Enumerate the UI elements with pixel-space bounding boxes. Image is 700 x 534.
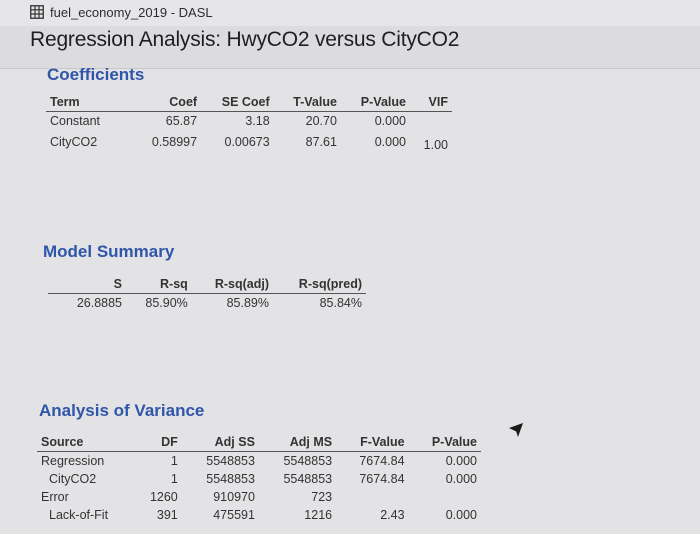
table-header-row: S R-sq R-sq(adj) R-sq(pred) <box>48 275 366 294</box>
table-row: CityCO2 1 5548853 5548853 7674.84 0.000 <box>37 470 481 488</box>
table-row: CityCO2 0.58997 0.00673 87.61 0.000 1.00 <box>46 130 452 154</box>
table-cell: 1.00 <box>423 138 448 152</box>
column-header: Source <box>41 435 84 449</box>
table-cell: 3.18 <box>245 114 270 128</box>
mouse-pointer-icon <box>509 423 523 437</box>
table-cell: 391 <box>156 508 178 522</box>
table-row: Regression 1 5548853 5548853 7674.84 0.0… <box>37 452 481 471</box>
table-cell: 85.84% <box>319 296 362 310</box>
column-header: P-Value <box>360 95 406 109</box>
source-cell: Lack-of-Fit <box>49 508 109 522</box>
column-header: S <box>113 277 122 291</box>
column-header: Adj MS <box>289 435 333 449</box>
table-grid-icon <box>30 5 44 19</box>
table-cell <box>336 488 408 506</box>
column-header: P-Value <box>431 435 477 449</box>
page-title: Regression Analysis: HwyCO2 versus CityC… <box>30 28 460 51</box>
window-titlebar: fuel_economy_2019 - DASL <box>0 0 700 26</box>
table-cell: 475591 <box>213 508 255 522</box>
table-cell: 0.000 <box>374 135 406 149</box>
table-cell: 5548853 <box>283 454 333 468</box>
column-header: R-sq(adj) <box>214 277 269 291</box>
column-header: R-sq <box>160 277 188 291</box>
table-header-row: Term Coef SE Coef T-Value P-Value VIF <box>46 93 452 112</box>
table-row: 26.8885 85.90% 85.89% 85.84% <box>48 294 366 313</box>
column-header: R-sq(pred) <box>298 277 362 291</box>
column-header: VIF <box>428 95 448 109</box>
source-cell: CityCO2 <box>49 472 97 486</box>
table-row: Constant 65.87 3.18 20.70 0.000 <box>46 112 452 131</box>
term-cell: CityCO2 <box>50 135 98 149</box>
table-cell: 0.000 <box>374 114 406 128</box>
table-cell: 7674.84 <box>359 472 405 486</box>
table-cell: 26.8885 <box>76 296 122 310</box>
table-cell: 7674.84 <box>359 454 405 468</box>
table-cell: 87.61 <box>305 135 337 149</box>
table-cell: 0.58997 <box>151 135 198 149</box>
table-row: Error 1260 910970 723 <box>37 488 481 506</box>
output-pane[interactable]: Coefficients Term Coef SE Coef T-Value P… <box>0 65 700 534</box>
table-cell: 65.87 <box>165 114 198 128</box>
table-cell: 0.00673 <box>224 135 270 149</box>
column-header: Coef <box>169 95 198 109</box>
table-cell: 0.000 <box>445 454 477 468</box>
table-cell: 85.90% <box>145 296 188 310</box>
table-cell: 20.70 <box>305 114 337 128</box>
anova-heading: Analysis of Variance <box>39 401 205 420</box>
model-summary-heading: Model Summary <box>43 242 175 261</box>
table-cell: 5548853 <box>206 472 255 486</box>
table-cell: 85.89% <box>226 296 269 310</box>
source-cell: Error <box>41 490 69 504</box>
table-cell <box>409 488 481 506</box>
table-cell <box>410 112 452 131</box>
window-title: fuel_economy_2019 - DASL <box>50 5 213 20</box>
table-cell: 910970 <box>213 490 255 504</box>
anova-table: Source DF Adj SS Adj MS F-Value P-Value … <box>37 433 481 524</box>
table-cell: 5548853 <box>206 454 255 468</box>
coefficients-heading: Coefficients <box>47 65 145 84</box>
column-header: F-Value <box>360 435 405 449</box>
table-cell: 723 <box>311 490 333 504</box>
table-cell: 1260 <box>149 490 178 504</box>
table-cell: 5548853 <box>283 472 333 486</box>
term-cell: Constant <box>50 114 101 128</box>
column-header: T-Value <box>293 95 337 109</box>
table-cell: 1216 <box>304 508 333 522</box>
model-summary-table: S R-sq R-sq(adj) R-sq(pred) 26.8885 85.9… <box>48 275 366 312</box>
table-cell: 2.43 <box>380 508 405 522</box>
table-cell: 1 <box>170 454 178 468</box>
table-row: Lack-of-Fit 391 475591 1216 2.43 0.000 <box>37 506 481 524</box>
column-header: DF <box>161 435 178 449</box>
column-header: Adj SS <box>214 435 255 449</box>
table-header-row: Source DF Adj SS Adj MS F-Value P-Value <box>37 433 481 452</box>
coefficients-table: Term Coef SE Coef T-Value P-Value VIF Co… <box>46 93 452 154</box>
table-cell: 0.000 <box>445 472 477 486</box>
table-cell: 0.000 <box>445 508 477 522</box>
column-header: Term <box>50 95 80 109</box>
table-cell: 1 <box>170 472 178 486</box>
source-cell: Regression <box>41 454 105 468</box>
title-divider <box>0 68 700 69</box>
column-header: SE Coef <box>221 95 270 109</box>
